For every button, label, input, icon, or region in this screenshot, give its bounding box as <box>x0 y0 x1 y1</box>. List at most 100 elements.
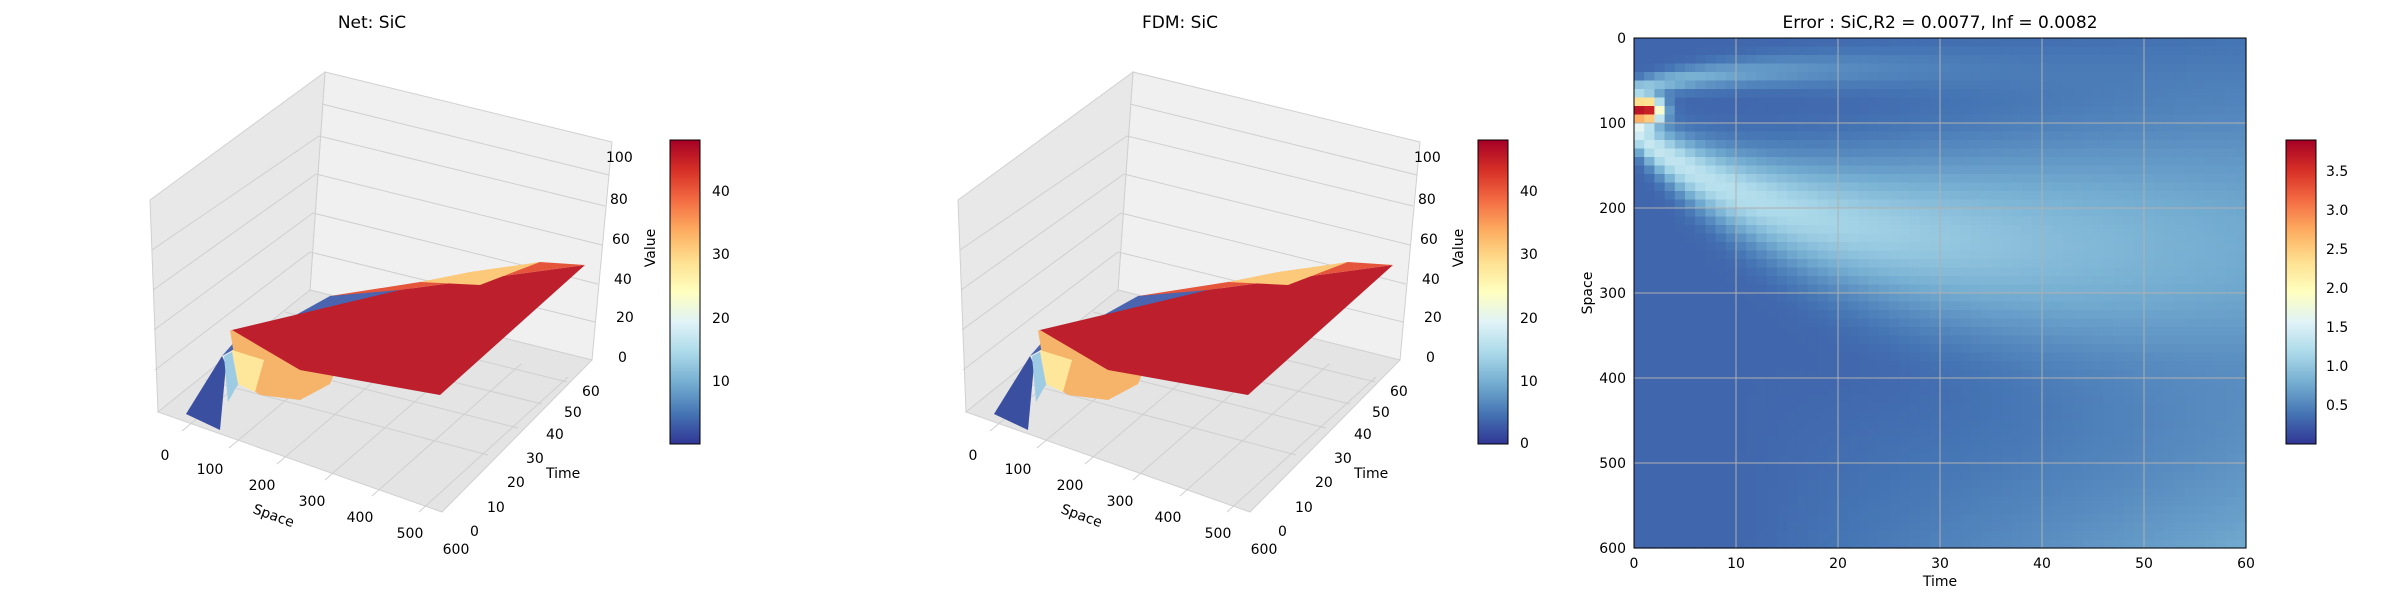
heatmap-cell <box>1929 352 1941 362</box>
heatmap-cell <box>2103 284 2114 294</box>
heatmap-cell <box>2062 335 2074 345</box>
heatmap-cell <box>1960 293 1972 303</box>
heatmap-cell <box>1756 301 1768 311</box>
heatmap-cell <box>2042 386 2053 396</box>
heatmap-cell <box>2093 420 2104 430</box>
heatmap-cell <box>2133 318 2145 328</box>
heatmap-cell <box>2123 403 2135 413</box>
heatmap-cell <box>2174 259 2186 269</box>
heatmap-cell <box>1746 522 1757 532</box>
heatmap-cell <box>1817 225 1829 235</box>
heatmap-cell <box>2021 505 2033 515</box>
heatmap-cell <box>2052 420 2063 430</box>
heatmap-cell <box>2235 174 2247 184</box>
heatmap-cell <box>1715 344 1727 354</box>
heatmap-cell <box>2195 318 2206 328</box>
heatmap-cell <box>2174 497 2186 507</box>
heatmap-cell <box>2123 114 2135 124</box>
heatmap-cell <box>2062 191 2074 201</box>
heatmap-cell <box>2215 191 2227 201</box>
heatmap-cell <box>1950 480 1961 490</box>
heatmap-cell <box>1991 488 2002 498</box>
heatmap-cell <box>2123 131 2135 141</box>
heatmap-cell <box>1838 174 1849 184</box>
heatmap-cell <box>1807 310 1819 320</box>
heatmap-cell <box>1664 318 1676 328</box>
heatmap-cell <box>1705 276 1717 286</box>
heatmap-cell <box>1991 454 2002 464</box>
heatmap-cell <box>1664 522 1676 532</box>
heatmap-cell <box>1674 488 1686 498</box>
heatmap-cell <box>2093 106 2104 116</box>
heatmap-cell <box>1960 250 1972 260</box>
heatmap-cell <box>1797 327 1808 337</box>
heatmap-cell <box>2062 318 2074 328</box>
heatmap-cell <box>1695 463 1706 473</box>
heatmap-cell <box>2021 403 2033 413</box>
heatmap-cell <box>1705 284 1717 294</box>
heatmap-cell <box>2072 267 2084 277</box>
heatmap-cell <box>1919 140 1931 150</box>
heatmap-cell <box>2082 242 2094 252</box>
heatmap-cell <box>1980 276 1992 286</box>
heatmap-cell <box>2205 55 2216 65</box>
heatmap-cell <box>1654 140 1666 150</box>
heatmap-cell <box>1664 369 1676 379</box>
heatmap-cell <box>1725 310 1737 320</box>
heatmap-cell <box>2062 55 2074 65</box>
heatmap-cell <box>2205 293 2216 303</box>
heatmap-cell <box>1868 276 1880 286</box>
heatmap-cell <box>2031 267 2043 277</box>
heatmap-cell <box>1950 539 1961 549</box>
heatmap-cell <box>1705 259 1717 269</box>
heatmap-cell <box>1787 497 1798 507</box>
heatmap-cell <box>1909 497 1921 507</box>
heatmap-cell <box>1807 174 1819 184</box>
heatmap-cell <box>1991 531 2002 541</box>
heatmap-cell <box>2133 267 2145 277</box>
heatmap-cell <box>2235 199 2247 209</box>
heatmap-cell <box>1838 386 1849 396</box>
heatmap-cell <box>2031 531 2043 541</box>
heatmap-cell <box>1970 148 1982 158</box>
heatmap-cell <box>2042 199 2053 209</box>
heatmap-cell <box>1960 446 1972 456</box>
heatmap-cell <box>1766 497 1778 507</box>
heatmap-cell <box>1899 369 1910 379</box>
heatmap-cell <box>2154 293 2165 303</box>
heatmap-cell <box>1736 386 1747 396</box>
heatmap-cell <box>1889 386 1900 396</box>
heatmap-cell <box>2144 208 2155 218</box>
heatmap-cell <box>2235 157 2247 167</box>
heatmap-cell <box>2072 539 2084 549</box>
heatmap-cell <box>2093 157 2104 167</box>
heatmap-cell <box>1878 157 1890 167</box>
heatmap-cell <box>1838 250 1849 260</box>
heatmap-cell <box>1807 114 1819 124</box>
heatmap-cell <box>1787 97 1798 107</box>
heatmap-cell <box>2205 72 2216 82</box>
heatmap-cell <box>1991 361 2002 371</box>
heatmap-cell <box>1960 488 1972 498</box>
heatmap-cell <box>2174 514 2186 524</box>
heatmap-cell <box>2011 429 2023 439</box>
heatmap-cell <box>2072 352 2084 362</box>
heatmap-cell <box>1817 505 1829 515</box>
heatmap-cell <box>1970 369 1982 379</box>
heatmap-cell <box>2184 386 2196 396</box>
heatmap-cell <box>1715 463 1727 473</box>
heatmap-cell <box>1960 352 1972 362</box>
heatmap-cell <box>1838 412 1849 422</box>
heatmap-cell <box>1889 539 1900 549</box>
heatmap-cell <box>2205 403 2216 413</box>
heatmap-cell <box>1827 361 1839 371</box>
heatmap-cell <box>2184 446 2196 456</box>
heatmap-cell <box>1664 378 1676 388</box>
net-z-tick-0: 0 <box>618 350 627 366</box>
heatmap-cell <box>1664 412 1676 422</box>
heatmap-cell <box>2031 46 2043 56</box>
heatmap-cell <box>1838 318 1849 328</box>
heatmap-cell <box>2001 233 2012 243</box>
heatmap-cell <box>1940 114 1951 124</box>
heatmap-cell <box>1980 208 1992 218</box>
